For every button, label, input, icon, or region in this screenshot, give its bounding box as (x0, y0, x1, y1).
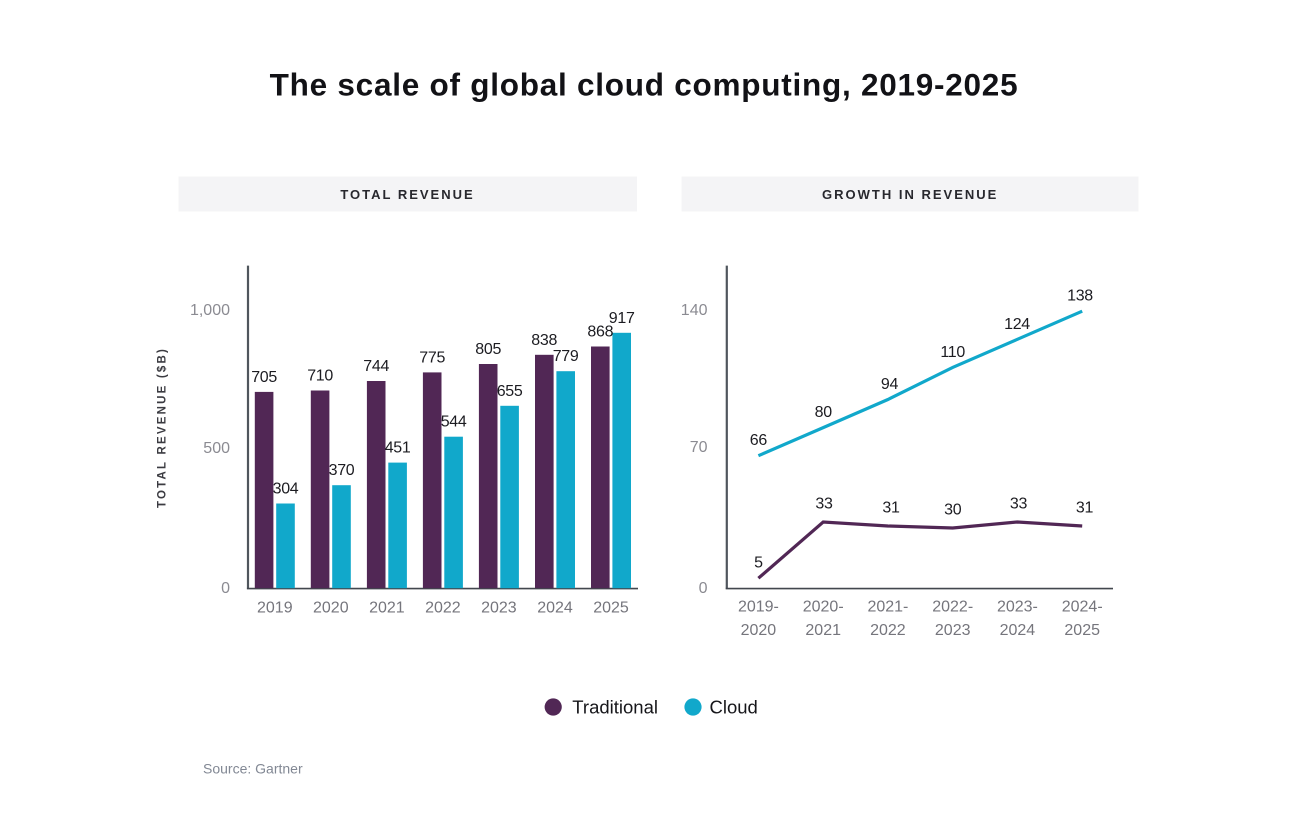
svg-text:2024-: 2024- (1062, 599, 1103, 616)
svg-text:805: 805 (475, 341, 501, 358)
svg-text:2020: 2020 (313, 599, 349, 616)
svg-text:868: 868 (587, 324, 613, 341)
svg-text:500: 500 (203, 440, 230, 457)
svg-text:138: 138 (1067, 288, 1093, 305)
svg-text:2025: 2025 (593, 599, 629, 616)
svg-text:2022: 2022 (425, 599, 461, 616)
svg-text:370: 370 (329, 462, 355, 479)
svg-text:94: 94 (881, 376, 899, 393)
svg-text:31: 31 (1076, 500, 1094, 517)
svg-text:705: 705 (251, 369, 277, 386)
svg-text:70: 70 (690, 439, 708, 456)
svg-text:2024: 2024 (537, 599, 573, 616)
svg-text:710: 710 (307, 368, 333, 385)
svg-text:110: 110 (940, 344, 965, 361)
svg-text:2021-: 2021- (867, 599, 908, 616)
svg-text:2021: 2021 (369, 599, 405, 616)
svg-text:GROWTH IN REVENUE: GROWTH IN REVENUE (822, 187, 998, 202)
svg-text:655: 655 (497, 383, 523, 400)
svg-text:2020: 2020 (741, 622, 777, 639)
svg-text:917: 917 (609, 310, 635, 327)
svg-text:5: 5 (754, 555, 763, 572)
svg-text:2023: 2023 (935, 622, 971, 639)
svg-text:2022: 2022 (870, 622, 906, 639)
svg-text:2020-: 2020- (803, 599, 844, 616)
svg-text:2024: 2024 (1000, 622, 1036, 639)
svg-text:31: 31 (882, 500, 900, 517)
svg-text:Traditional: Traditional (572, 697, 658, 718)
svg-text:744: 744 (363, 358, 389, 375)
svg-text:33: 33 (815, 496, 833, 513)
svg-text:775: 775 (419, 349, 445, 366)
svg-text:TOTAL REVENUE: TOTAL REVENUE (340, 187, 474, 202)
svg-text:0: 0 (221, 580, 230, 597)
svg-text:30: 30 (944, 502, 962, 519)
svg-text:The scale of global cloud comp: The scale of global cloud computing, 201… (270, 67, 1019, 103)
svg-text:33: 33 (1010, 496, 1028, 513)
svg-text:2023-: 2023- (997, 599, 1038, 616)
svg-text:TOTAL REVENUE ($B): TOTAL REVENUE ($B) (157, 347, 169, 508)
svg-text:0: 0 (699, 580, 708, 597)
svg-text:Source: Gartner: Source: Gartner (203, 761, 303, 777)
svg-text:2019-: 2019- (738, 599, 779, 616)
svg-text:838: 838 (531, 332, 557, 349)
svg-text:80: 80 (815, 404, 833, 421)
svg-text:779: 779 (553, 348, 579, 365)
svg-text:451: 451 (385, 440, 411, 457)
svg-text:2021: 2021 (805, 622, 841, 639)
svg-text:2025: 2025 (1064, 622, 1100, 639)
svg-text:2019: 2019 (257, 599, 293, 616)
svg-text:Cloud: Cloud (710, 697, 758, 718)
svg-text:544: 544 (441, 414, 467, 431)
svg-text:304: 304 (273, 481, 299, 498)
svg-text:2023: 2023 (481, 599, 517, 616)
svg-text:1,000: 1,000 (190, 302, 230, 319)
svg-text:124: 124 (1004, 316, 1030, 333)
svg-text:66: 66 (750, 432, 768, 449)
svg-text:140: 140 (681, 302, 708, 319)
svg-text:2022-: 2022- (932, 599, 973, 616)
